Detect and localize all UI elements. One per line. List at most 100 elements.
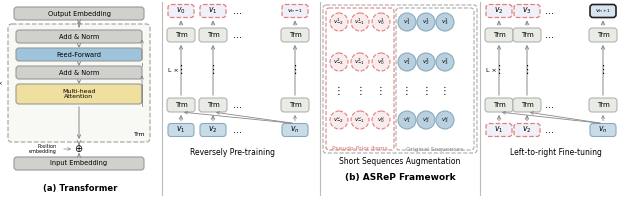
Text: $v_n$: $v_n$ bbox=[598, 125, 608, 135]
Text: ...: ... bbox=[234, 100, 243, 110]
Text: ⋮: ⋮ bbox=[175, 65, 187, 75]
FancyBboxPatch shape bbox=[281, 98, 309, 112]
Text: $v_0$: $v_0$ bbox=[176, 6, 186, 16]
FancyBboxPatch shape bbox=[16, 66, 142, 79]
Circle shape bbox=[372, 111, 390, 129]
FancyBboxPatch shape bbox=[514, 5, 540, 18]
FancyBboxPatch shape bbox=[326, 8, 394, 150]
Text: $v_{2}^{u}$: $v_{2}^{u}$ bbox=[422, 115, 430, 125]
FancyBboxPatch shape bbox=[168, 124, 194, 137]
FancyBboxPatch shape bbox=[396, 8, 474, 150]
Text: Trm: Trm bbox=[493, 102, 506, 108]
FancyBboxPatch shape bbox=[167, 98, 195, 112]
Circle shape bbox=[351, 13, 369, 31]
FancyBboxPatch shape bbox=[199, 28, 227, 42]
FancyBboxPatch shape bbox=[199, 98, 227, 112]
Text: ⋮: ⋮ bbox=[289, 65, 301, 75]
Text: ⋮: ⋮ bbox=[334, 86, 344, 96]
FancyBboxPatch shape bbox=[14, 7, 144, 20]
Text: $v_{1}^{2}$: $v_{1}^{2}$ bbox=[403, 57, 411, 67]
Circle shape bbox=[436, 53, 454, 71]
Circle shape bbox=[372, 53, 390, 71]
Text: $v_2$: $v_2$ bbox=[494, 6, 504, 16]
Text: $v_{3}^{1}$: $v_{3}^{1}$ bbox=[441, 17, 449, 27]
Text: $v_{2}^{2}$: $v_{2}^{2}$ bbox=[422, 57, 430, 67]
Text: $v_{-2}^{2}$: $v_{-2}^{2}$ bbox=[333, 57, 344, 67]
Text: $v_{3}^{u}$: $v_{3}^{u}$ bbox=[441, 115, 449, 125]
Text: Trm: Trm bbox=[596, 32, 609, 38]
Text: Feed-Forward: Feed-Forward bbox=[56, 51, 102, 58]
Text: ⋮: ⋮ bbox=[207, 65, 219, 75]
FancyBboxPatch shape bbox=[485, 98, 513, 112]
Text: $v_{-1}^{2}$: $v_{-1}^{2}$ bbox=[355, 57, 365, 67]
Circle shape bbox=[436, 111, 454, 129]
Text: (b) ASReP Framework: (b) ASReP Framework bbox=[345, 173, 455, 182]
FancyBboxPatch shape bbox=[590, 124, 616, 137]
Text: ⋮: ⋮ bbox=[493, 65, 504, 75]
Text: L ×: L × bbox=[486, 68, 497, 72]
FancyBboxPatch shape bbox=[485, 28, 513, 42]
Text: $v_2$: $v_2$ bbox=[522, 125, 532, 135]
Text: $v_1$: $v_1$ bbox=[208, 6, 218, 16]
FancyBboxPatch shape bbox=[590, 5, 616, 18]
Text: Reversely Pre-training: Reversely Pre-training bbox=[191, 148, 275, 157]
Text: $v_{1}^{u}$: $v_{1}^{u}$ bbox=[403, 115, 411, 125]
Text: Trm: Trm bbox=[175, 102, 188, 108]
Text: $v_3$: $v_3$ bbox=[522, 6, 532, 16]
FancyBboxPatch shape bbox=[513, 98, 541, 112]
Text: ⋮: ⋮ bbox=[376, 86, 386, 96]
Text: ...: ... bbox=[234, 6, 243, 16]
Text: $v_{0}^{2}$: $v_{0}^{2}$ bbox=[377, 57, 385, 67]
Text: $v_{0}^{1}$: $v_{0}^{1}$ bbox=[377, 17, 385, 27]
Text: Trm: Trm bbox=[596, 102, 609, 108]
Text: Original Sequences: Original Sequences bbox=[406, 147, 463, 151]
Text: (a) Transformer: (a) Transformer bbox=[43, 183, 117, 192]
Text: ⋮: ⋮ bbox=[522, 65, 532, 75]
Text: L ×: L × bbox=[168, 68, 179, 72]
FancyBboxPatch shape bbox=[486, 5, 512, 18]
Circle shape bbox=[351, 111, 369, 129]
Text: Trm: Trm bbox=[175, 32, 188, 38]
Text: $v_n$: $v_n$ bbox=[290, 125, 300, 135]
FancyBboxPatch shape bbox=[282, 5, 308, 18]
FancyBboxPatch shape bbox=[16, 84, 142, 104]
FancyBboxPatch shape bbox=[167, 28, 195, 42]
FancyBboxPatch shape bbox=[8, 24, 150, 142]
FancyBboxPatch shape bbox=[16, 48, 142, 61]
Circle shape bbox=[330, 53, 348, 71]
Text: ⋮: ⋮ bbox=[402, 86, 412, 96]
Text: ⋮: ⋮ bbox=[597, 65, 609, 75]
Circle shape bbox=[417, 13, 435, 31]
Circle shape bbox=[351, 53, 369, 71]
Text: $v_1$: $v_1$ bbox=[494, 125, 504, 135]
Text: $v_{1}^{1}$: $v_{1}^{1}$ bbox=[403, 17, 411, 27]
Text: Position
embedding: Position embedding bbox=[29, 144, 57, 154]
Circle shape bbox=[398, 53, 416, 71]
FancyBboxPatch shape bbox=[589, 98, 617, 112]
Text: Input Embedding: Input Embedding bbox=[51, 161, 108, 166]
Text: Left-to-right Fine-tuning: Left-to-right Fine-tuning bbox=[510, 148, 602, 157]
Text: $v_{-2}^{1}$: $v_{-2}^{1}$ bbox=[333, 17, 344, 27]
Text: $v_{-1}^{u}$: $v_{-1}^{u}$ bbox=[355, 115, 365, 125]
Text: ...: ... bbox=[545, 6, 554, 16]
FancyBboxPatch shape bbox=[282, 124, 308, 137]
FancyBboxPatch shape bbox=[200, 124, 226, 137]
Circle shape bbox=[417, 111, 435, 129]
Text: ⋮: ⋮ bbox=[421, 86, 431, 96]
Circle shape bbox=[330, 13, 348, 31]
Text: Trm: Trm bbox=[289, 32, 301, 38]
Text: Short Sequences Augmentation: Short Sequences Augmentation bbox=[339, 157, 461, 166]
Text: ...: ... bbox=[234, 125, 243, 135]
Text: $v_{2}^{1}$: $v_{2}^{1}$ bbox=[422, 17, 430, 27]
FancyBboxPatch shape bbox=[16, 30, 142, 43]
Text: ⋮: ⋮ bbox=[440, 86, 450, 96]
Text: $v_{-2}^{u}$: $v_{-2}^{u}$ bbox=[333, 115, 344, 125]
FancyBboxPatch shape bbox=[281, 28, 309, 42]
Text: Trm: Trm bbox=[520, 102, 533, 108]
Circle shape bbox=[436, 13, 454, 31]
Circle shape bbox=[330, 111, 348, 129]
FancyBboxPatch shape bbox=[200, 5, 226, 18]
Text: Trm: Trm bbox=[289, 102, 301, 108]
FancyBboxPatch shape bbox=[589, 28, 617, 42]
Text: Multi-head
Attention: Multi-head Attention bbox=[62, 89, 96, 99]
